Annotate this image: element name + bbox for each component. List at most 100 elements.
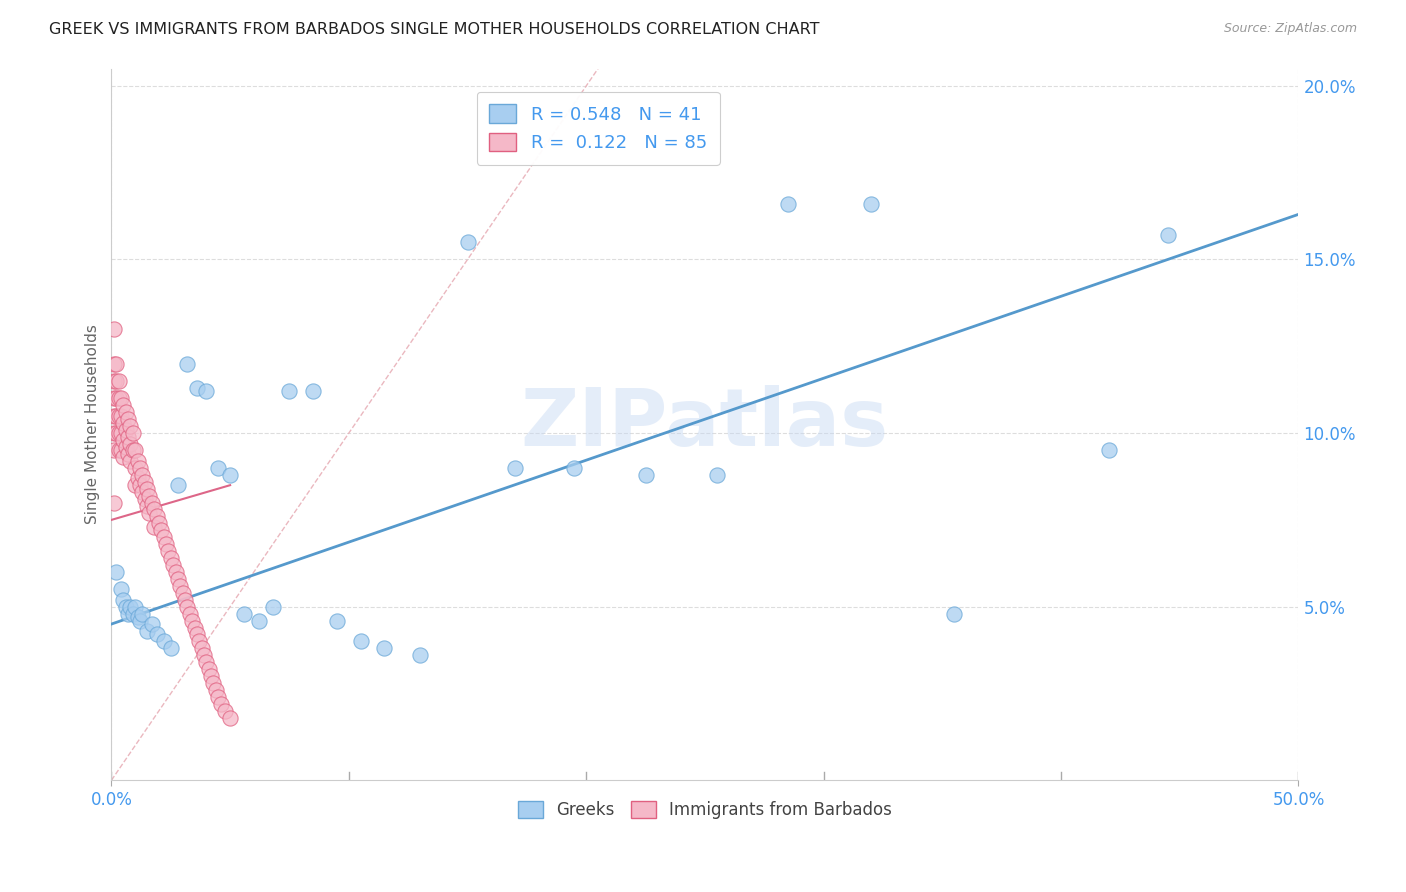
Point <box>150 524 173 538</box>
Point <box>110 582 132 597</box>
Point <box>152 530 174 544</box>
Point <box>114 599 136 614</box>
Point <box>103 357 125 371</box>
Point <box>129 460 152 475</box>
Point <box>117 607 139 621</box>
Point <box>120 454 142 468</box>
Point <box>176 599 198 614</box>
Point <box>148 516 170 531</box>
Text: GREEK VS IMMIGRANTS FROM BARBADOS SINGLE MOTHER HOUSEHOLDS CORRELATION CHART: GREEK VS IMMIGRANTS FROM BARBADOS SINGLE… <box>49 22 820 37</box>
Point <box>188 634 211 648</box>
Point <box>207 690 229 704</box>
Point <box>105 565 128 579</box>
Point <box>172 586 194 600</box>
Point <box>103 322 125 336</box>
Point <box>112 398 135 412</box>
Point <box>124 443 146 458</box>
Point <box>157 544 180 558</box>
Point <box>373 641 395 656</box>
Point <box>200 669 222 683</box>
Point <box>943 607 966 621</box>
Point <box>112 450 135 465</box>
Point <box>120 419 142 434</box>
Point <box>112 433 135 447</box>
Point <box>167 478 190 492</box>
Point <box>136 482 159 496</box>
Legend: Greeks, Immigrants from Barbados: Greeks, Immigrants from Barbados <box>510 794 898 825</box>
Point <box>117 447 139 461</box>
Point <box>107 426 129 441</box>
Point <box>110 409 132 423</box>
Point <box>103 374 125 388</box>
Point <box>302 384 325 399</box>
Point <box>105 392 128 406</box>
Point <box>114 405 136 419</box>
Point <box>457 235 479 249</box>
Point <box>103 392 125 406</box>
Point <box>105 426 128 441</box>
Point <box>634 467 657 482</box>
Point <box>107 409 129 423</box>
Point <box>124 460 146 475</box>
Point <box>112 416 135 430</box>
Point <box>214 704 236 718</box>
Point <box>165 565 187 579</box>
Point <box>131 485 153 500</box>
Y-axis label: Single Mother Households: Single Mother Households <box>86 325 100 524</box>
Point <box>159 551 181 566</box>
Point <box>127 454 149 468</box>
Point <box>195 384 218 399</box>
Point <box>186 381 208 395</box>
Point <box>141 617 163 632</box>
Point <box>138 506 160 520</box>
Point <box>197 662 219 676</box>
Point <box>207 460 229 475</box>
Point <box>219 711 242 725</box>
Text: Source: ZipAtlas.com: Source: ZipAtlas.com <box>1223 22 1357 36</box>
Point <box>155 537 177 551</box>
Point <box>114 423 136 437</box>
Point <box>121 607 143 621</box>
Point <box>124 478 146 492</box>
Point <box>120 599 142 614</box>
Point <box>117 429 139 443</box>
Point <box>209 697 232 711</box>
Point <box>138 489 160 503</box>
Point <box>159 641 181 656</box>
Point <box>110 392 132 406</box>
Point <box>107 392 129 406</box>
Point <box>174 592 197 607</box>
Point <box>706 467 728 482</box>
Point <box>134 475 156 489</box>
Point <box>503 460 526 475</box>
Point <box>202 676 225 690</box>
Point <box>1157 228 1180 243</box>
Point <box>110 443 132 458</box>
Point <box>233 607 256 621</box>
Point <box>117 412 139 426</box>
Point <box>129 478 152 492</box>
Point <box>121 426 143 441</box>
Point <box>114 440 136 454</box>
Point <box>105 409 128 423</box>
Point <box>350 634 373 648</box>
Point <box>186 627 208 641</box>
Point <box>103 495 125 509</box>
Point <box>181 614 204 628</box>
Point <box>179 607 201 621</box>
Point <box>112 592 135 607</box>
Point <box>162 558 184 572</box>
Point <box>105 374 128 388</box>
Point <box>152 634 174 648</box>
Point <box>145 509 167 524</box>
Point <box>129 614 152 628</box>
Point <box>105 357 128 371</box>
Point <box>145 627 167 641</box>
Point <box>262 599 284 614</box>
Point <box>169 579 191 593</box>
Point <box>143 520 166 534</box>
Point <box>110 426 132 441</box>
Point <box>131 607 153 621</box>
Point <box>247 614 270 628</box>
Point <box>219 467 242 482</box>
